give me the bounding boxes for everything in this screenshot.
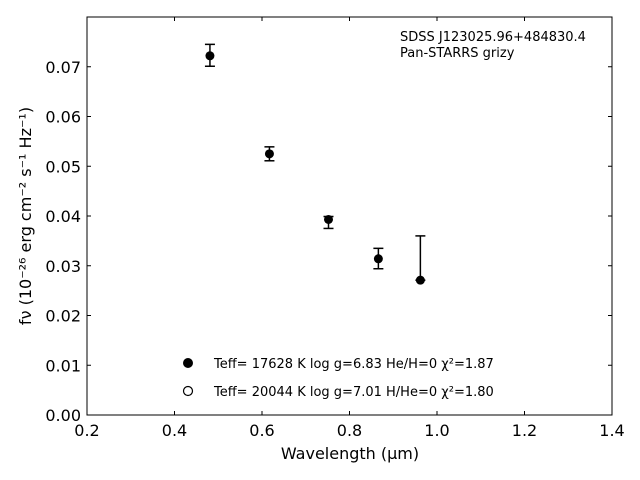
annotation-line-1: SDSS J123025.96+484830.4 bbox=[400, 30, 586, 45]
x-tick-label: 1.4 bbox=[599, 421, 624, 440]
y-tick-label: 0.05 bbox=[45, 157, 81, 176]
y-tick-label: 0.00 bbox=[45, 406, 81, 425]
y-tick-label: 0.03 bbox=[45, 257, 81, 276]
y-tick-label: 0.07 bbox=[45, 58, 81, 77]
error-bars bbox=[204, 43, 426, 281]
data-point bbox=[373, 254, 383, 264]
x-axis-ticks: 0.2 0.4 0.6 0.8 1.0 1.2 1.4 bbox=[74, 17, 625, 440]
data-point bbox=[264, 149, 274, 159]
data-point bbox=[324, 214, 333, 224]
legend: Teff= 17628 K log g=6.83 He/H=0 χ²=1.87 … bbox=[182, 357, 494, 400]
legend-marker-open bbox=[182, 385, 194, 397]
data-point bbox=[415, 275, 425, 285]
y-tick-label: 0.06 bbox=[45, 108, 81, 127]
y-tick-label: 0.01 bbox=[45, 356, 81, 375]
data-points bbox=[205, 51, 425, 285]
y-tick-label: 0.02 bbox=[45, 307, 81, 326]
x-tick-label: 0.4 bbox=[162, 421, 187, 440]
legend-entry-2: Teff= 20044 K log g=7.01 H/He=0 χ²=1.80 bbox=[213, 385, 494, 400]
y-axis-label: fν (10⁻²⁶ erg cm⁻² s⁻¹ Hz⁻¹) bbox=[16, 107, 35, 325]
x-tick-label: 1.0 bbox=[424, 421, 449, 440]
annotation-line-2: Pan-STARRS grizy bbox=[400, 46, 515, 61]
x-tick-label: 0.2 bbox=[74, 421, 99, 440]
x-tick-label: 0.6 bbox=[249, 421, 274, 440]
legend-entry-1: Teff= 17628 K log g=6.83 He/H=0 χ²=1.87 bbox=[213, 357, 494, 372]
y-tick-label: 0.04 bbox=[45, 207, 81, 226]
legend-marker-filled bbox=[183, 358, 193, 368]
x-tick-label: 0.8 bbox=[337, 421, 362, 440]
data-point bbox=[205, 51, 215, 61]
plot-frame bbox=[86, 16, 613, 416]
x-axis-label: Wavelength (μm) bbox=[281, 444, 419, 463]
y-axis-ticks: 0.00 0.01 0.02 0.03 0.04 0.05 0.06 0.07 bbox=[45, 58, 612, 425]
x-tick-label: 1.2 bbox=[512, 421, 537, 440]
